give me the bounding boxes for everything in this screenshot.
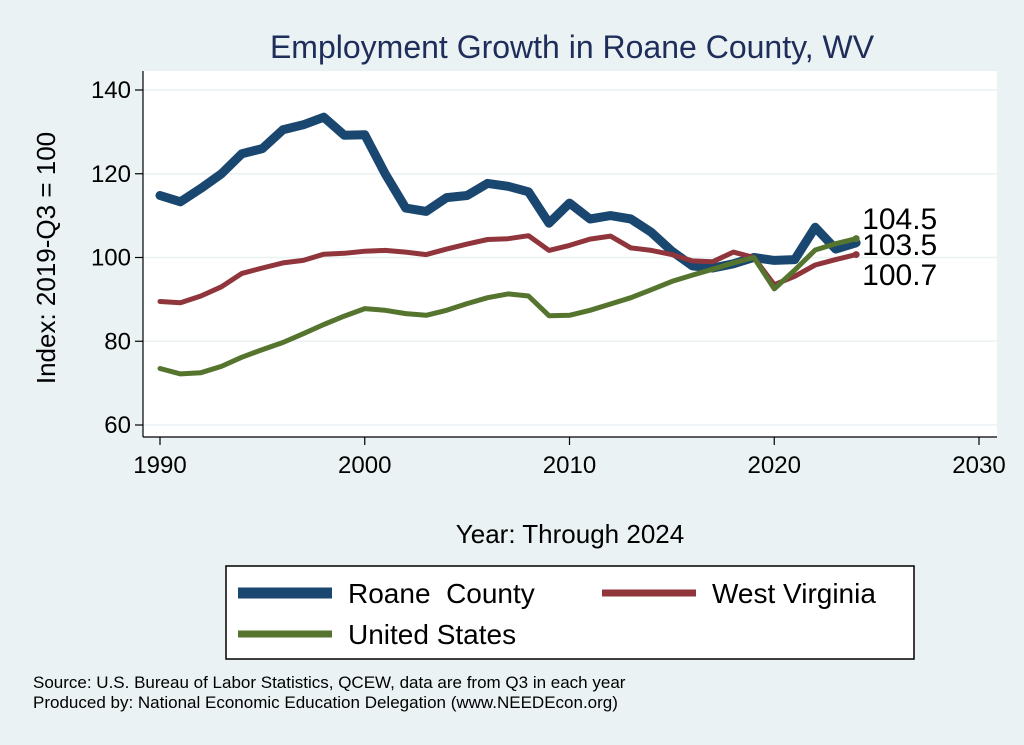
y-tick-label-120: 120 bbox=[91, 161, 131, 188]
x-axis-title: Year: Through 2024 bbox=[456, 519, 684, 549]
legend: Roane County West Virginia United States bbox=[225, 565, 915, 660]
series-line-west-virginia bbox=[157, 233, 859, 306]
series-end-point-united-states bbox=[852, 235, 860, 243]
x-tick-label-2030: 2030 bbox=[952, 452, 1005, 479]
x-tick-label-1990: 1990 bbox=[133, 452, 186, 479]
y-axis-title: Index: 2019-Q3 = 100 bbox=[31, 132, 61, 384]
x-tick-label-2000: 2000 bbox=[338, 452, 391, 479]
end-label-united-states: 103.5 bbox=[862, 229, 937, 262]
axes: 60 80 100 120 140 1990 2000 2010 2020 2030 bbox=[91, 71, 1006, 479]
legend-box bbox=[225, 565, 915, 660]
legend-label-united-states: United States bbox=[348, 619, 516, 650]
end-label-roane-county: 104.5 bbox=[862, 203, 937, 236]
produced-by-note: Produced by: National Economic Education… bbox=[33, 693, 618, 712]
y-tick-label-80: 80 bbox=[104, 328, 131, 355]
series-end-point-west-virginia bbox=[852, 251, 860, 259]
series-layer bbox=[155, 112, 861, 377]
chart-title: Employment Growth in Roane County, WV bbox=[270, 29, 875, 65]
x-tick-label-2010: 2010 bbox=[543, 452, 596, 479]
end-label-west-virginia: 100.7 bbox=[862, 259, 937, 292]
series-line-united-states bbox=[157, 236, 859, 377]
source-note: Source: U.S. Bureau of Labor Statistics,… bbox=[33, 673, 626, 692]
y-tick-label-140: 140 bbox=[91, 77, 131, 104]
y-tick-label-60: 60 bbox=[104, 412, 131, 439]
x-tick-label-2020: 2020 bbox=[748, 452, 801, 479]
legend-label-roane: Roane County bbox=[348, 578, 535, 609]
legend-label-west-virginia: West Virginia bbox=[712, 578, 876, 609]
y-tick-label-100: 100 bbox=[91, 245, 131, 272]
